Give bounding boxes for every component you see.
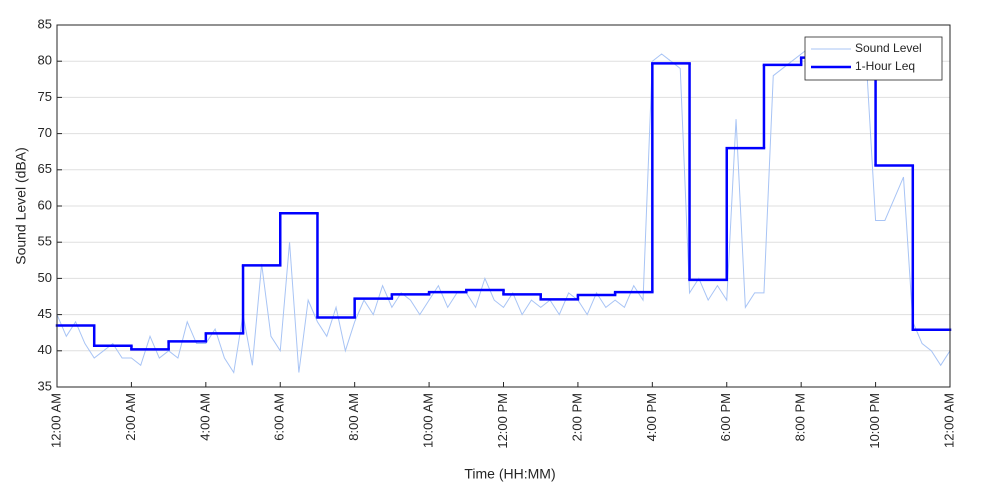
y-tick-label: 40: [38, 342, 52, 357]
x-axis-label: Time (HH:MM): [464, 466, 555, 482]
x-tick-label: 10:00 AM: [421, 393, 436, 448]
y-tick-label: 70: [38, 125, 52, 140]
y-tick-label: 80: [38, 53, 52, 68]
x-tick-label: 6:00 AM: [272, 393, 287, 441]
x-tick-label: 12:00 AM: [48, 393, 63, 448]
x-tick-label: 4:00 AM: [197, 393, 212, 441]
legend-box: [804, 36, 943, 81]
y-tick-label: 65: [38, 161, 52, 176]
x-tick-label: 10:00 PM: [867, 393, 882, 449]
y-tick-label: 50: [38, 270, 52, 285]
legend-label: Sound Level: [855, 41, 922, 55]
x-tick-label: 12:00 AM: [941, 393, 956, 448]
y-tick-label: 75: [38, 89, 52, 104]
x-tick-label: 4:00 PM: [644, 393, 659, 441]
data-line: [56, 45, 951, 374]
y-tick-label: 60: [38, 197, 52, 212]
y-tick-label: 45: [38, 306, 52, 321]
plot-frame: [56, 24, 951, 388]
x-tick-label: 8:00 PM: [793, 393, 808, 441]
legend-label: 1-Hour Leq: [855, 59, 915, 73]
x-tick-label: 12:00 PM: [495, 393, 510, 449]
y-tick-label: 35: [38, 378, 52, 393]
x-tick-label: 6:00 PM: [718, 393, 733, 441]
x-tick-label: 2:00 PM: [569, 393, 584, 441]
x-tick-label: 8:00 AM: [346, 393, 361, 441]
y-tick-label: 85: [38, 16, 52, 31]
x-tick-label: 2:00 AM: [123, 393, 138, 441]
y-tick-label: 55: [38, 234, 52, 249]
y-axis-label: Sound Level (dBA): [13, 147, 29, 265]
